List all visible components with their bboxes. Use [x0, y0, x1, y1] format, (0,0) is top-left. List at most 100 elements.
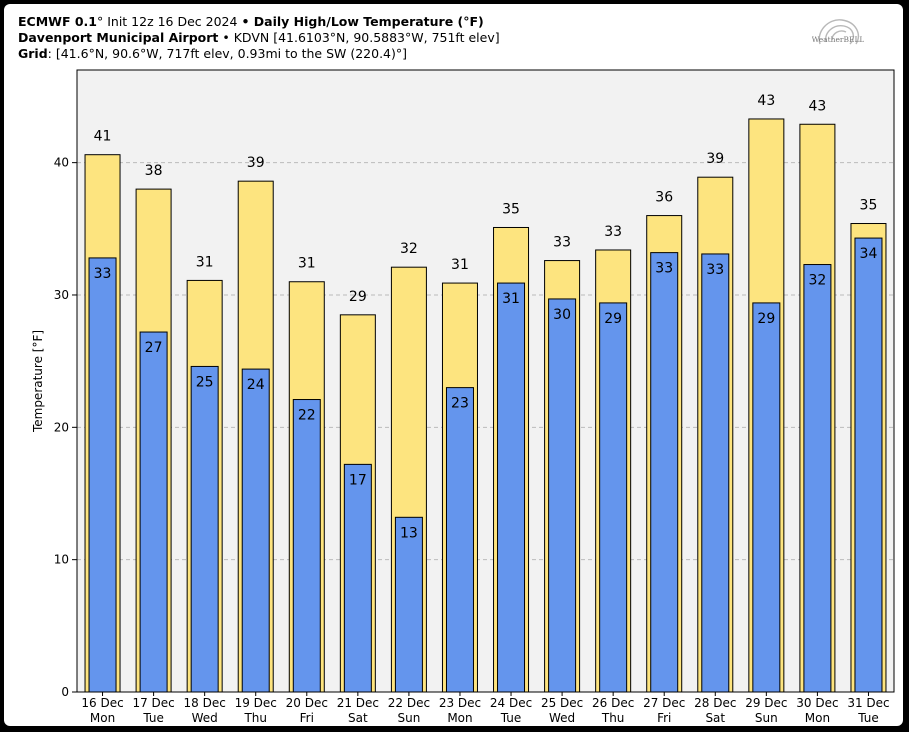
temperature-chart: 41 33 38 27 31 25 39 24 31 22 29 17 32 13 31 23 35 31 33 30… [31, 69, 895, 725]
bars-group: 41 33 38 27 31 25 39 24 31 22 29 17 32 13 31 23 35 31 33 30… [84, 93, 887, 693]
x-tick-label-day: Wed [192, 711, 218, 725]
low-temp-label: 33 [94, 266, 112, 282]
grid-details: : [41.6°N, 90.6°W, 717ft elev, 0.93mi to… [47, 46, 408, 61]
x-tick-label-date: 26 Dec [592, 696, 634, 710]
x-tick-label-day: Tue [142, 711, 164, 725]
x-tick-label-day: Thu [243, 711, 267, 725]
low-temp-bar [241, 368, 270, 693]
x-tick-label-day: Sun [397, 711, 420, 725]
high-temp-label: 31 [451, 257, 469, 273]
plot-border [76, 69, 895, 693]
low-temp-label: 17 [349, 472, 367, 488]
x-tick-label-day: Sat [348, 711, 368, 725]
x-tick-label-date: 18 Dec [184, 696, 226, 710]
x-tick-label-date: 20 Dec [286, 696, 328, 710]
x-tick-label-date: 25 Dec [541, 696, 583, 710]
low-temp-label: 13 [400, 525, 418, 541]
low-temp-bar [88, 257, 117, 693]
high-temp-label: 43 [808, 98, 826, 114]
x-tick-label-date: 21 Dec [337, 696, 379, 710]
y-tick-label: 40 [54, 156, 69, 170]
bullet: • [241, 14, 250, 29]
x-tick-label-day: Mon [447, 711, 472, 725]
station-details: • KDVN [41.6103°N, 90.5883°W, 751ft elev… [218, 30, 500, 45]
low-temp-label: 32 [808, 273, 826, 289]
x-tick-label-day: Thu [601, 711, 625, 725]
station-name: Davenport Municipal Airport [18, 30, 219, 45]
x-tick-label-date: 28 Dec [694, 696, 736, 710]
low-temp-bar [343, 463, 372, 693]
weatherbell-swirl-icon [818, 19, 860, 45]
low-temp-label: 23 [451, 396, 469, 412]
low-temp-bar [139, 331, 168, 693]
y-tick-label: 0 [61, 685, 69, 699]
x-tick-label-date: 19 Dec [235, 696, 277, 710]
low-temp-bar [548, 298, 577, 693]
weatherbell-logo-text: WeatherBELL [812, 35, 864, 44]
low-temp-bar [854, 237, 883, 693]
y-axis: 0 10 20 30 40 [54, 156, 77, 699]
x-tick-label-date: 24 Dec [490, 696, 532, 710]
x-tick-label-date: 17 Dec [132, 696, 174, 710]
y-tick-label: 30 [54, 288, 69, 302]
low-temp-label: 31 [502, 291, 520, 307]
low-temp-bar [445, 387, 474, 693]
x-tick-label-date: 16 Dec [81, 696, 123, 710]
low-temp-bar [752, 302, 781, 693]
x-tick-label-day: Fri [300, 711, 314, 725]
x-tick-label-day: Mon [805, 711, 830, 725]
x-tick-label-date: 31 Dec [847, 696, 889, 710]
high-temp-label: 41 [94, 129, 112, 145]
weatherbell-logo: WeatherBELL [812, 19, 864, 45]
x-tick-label-day: Sun [755, 711, 778, 725]
low-temp-bar [803, 264, 832, 693]
low-temp-label: 25 [196, 374, 214, 390]
x-tick-label-date: 22 Dec [388, 696, 430, 710]
x-tick-label-day: Tue [500, 711, 522, 725]
x-tick-label-date: 30 Dec [796, 696, 838, 710]
x-tick-label-day: Tue [857, 711, 879, 725]
high-temp-label: 35 [502, 201, 520, 217]
high-temp-label: 33 [553, 235, 571, 251]
y-tick-label: 20 [54, 420, 69, 434]
high-temp-label: 32 [400, 241, 418, 257]
x-tick-label-date: 23 Dec [439, 696, 481, 710]
high-temp-label: 39 [706, 151, 724, 167]
high-temp-label: 38 [145, 163, 163, 179]
low-temp-label: 33 [655, 261, 673, 277]
header-line-2: Davenport Municipal Airport • KDVN [41.6… [18, 30, 500, 45]
x-tick-label-day: Mon [90, 711, 115, 725]
header-line-3: Grid: [41.6°N, 90.6°W, 717ft elev, 0.93m… [18, 46, 407, 61]
low-temp-bar [701, 253, 730, 693]
low-temp-bar [650, 252, 679, 693]
low-temp-label: 22 [298, 408, 316, 424]
high-temp-label: 36 [655, 190, 673, 206]
low-temp-label: 33 [706, 262, 724, 278]
high-temp-label: 43 [757, 93, 775, 109]
x-tick-label-date: 27 Dec [643, 696, 685, 710]
low-temp-bar [394, 516, 423, 693]
y-tick-label: 10 [54, 553, 69, 567]
high-temp-label: 31 [196, 254, 214, 270]
x-tick-label-day: Sat [705, 711, 725, 725]
x-tick-label-day: Fri [657, 711, 671, 725]
low-temp-bar [497, 282, 526, 693]
high-temp-label: 33 [604, 224, 622, 240]
low-temp-bar [190, 365, 219, 693]
high-temp-label: 35 [860, 198, 878, 214]
init-time: Init 12z 16 Dec 2024 [103, 14, 242, 29]
high-temp-label: 29 [349, 289, 367, 305]
low-temp-label: 34 [860, 246, 878, 262]
high-temp-label: 39 [247, 155, 265, 171]
high-temp-label: 31 [298, 256, 316, 272]
grid-label: Grid [18, 46, 48, 61]
model-deg: ° [96, 14, 104, 29]
chart-frame: ECMWF 0.1° Init 12z 16 Dec 2024 • Daily … [4, 4, 903, 726]
low-temp-label: 29 [604, 311, 622, 327]
low-temp-label: 27 [145, 340, 163, 356]
x-tick-label-day: Wed [549, 711, 575, 725]
low-temp-bar [599, 302, 628, 693]
low-temp-label: 30 [553, 307, 571, 323]
low-temp-label: 29 [757, 311, 775, 327]
